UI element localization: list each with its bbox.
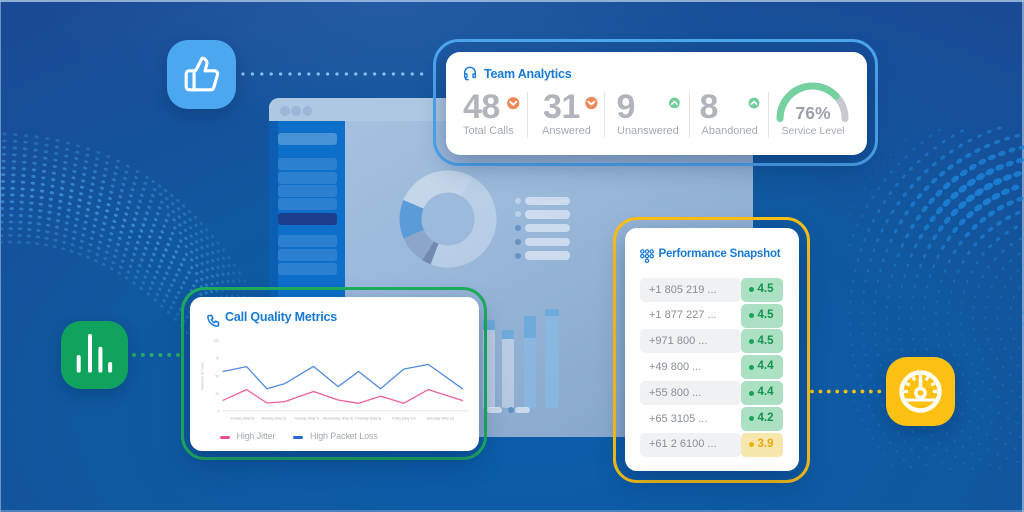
svg-text:Monday (May 6): Monday (May 6)	[262, 417, 287, 421]
svg-text:25: 25	[215, 392, 219, 396]
svg-text:Tuesday (May 7): Tuesday (May 7)	[294, 417, 319, 421]
svg-text:75: 75	[215, 357, 219, 361]
svg-text:Friday (May 10): Friday (May 10)	[392, 417, 416, 421]
svg-text:Sunday (May 5): Sunday (May 5)	[230, 417, 254, 421]
svg-text:Saturday (May 11): Saturday (May 11)	[427, 417, 455, 421]
svg-text:0: 0	[217, 409, 219, 413]
svg-text:50: 50	[215, 374, 219, 378]
svg-text:100: 100	[214, 339, 220, 343]
svg-text:Thursday (May 9): Thursday (May 9)	[355, 417, 382, 421]
svg-text:Wednesday (May 8): Wednesday (May 8)	[323, 417, 353, 421]
svg-text:Number of Calls: Number of Calls	[201, 362, 205, 389]
